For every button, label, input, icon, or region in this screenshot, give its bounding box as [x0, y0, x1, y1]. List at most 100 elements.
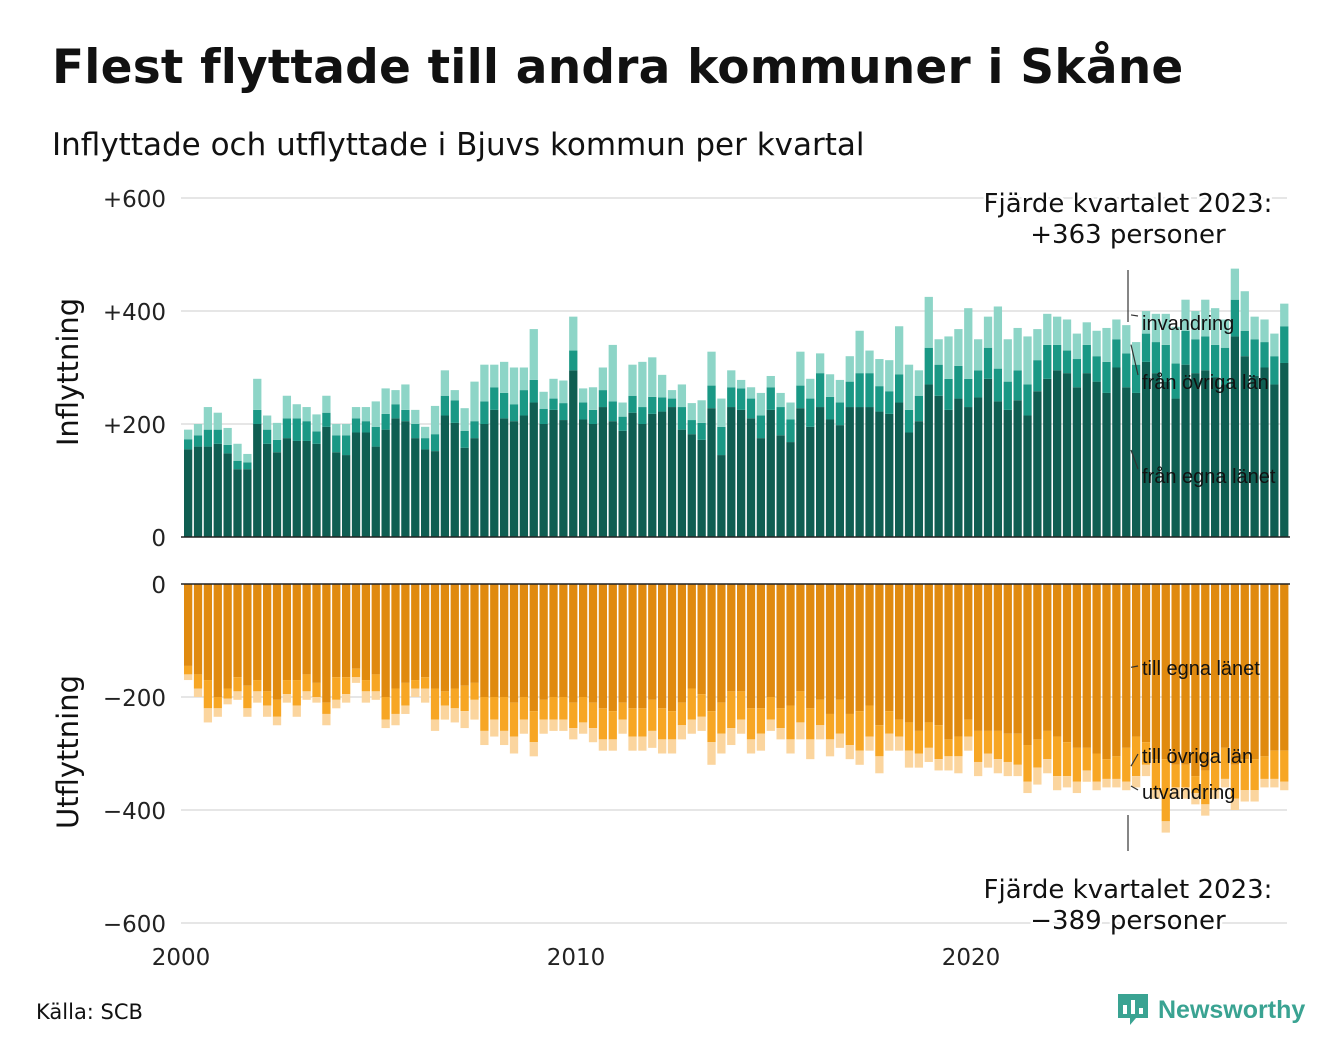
bar-in-1-56	[737, 388, 746, 410]
bar-in-1-24	[421, 438, 430, 450]
bar-in-2-77	[944, 336, 953, 379]
bar-out-2-33	[509, 736, 519, 754]
bar-in-0-79	[964, 407, 973, 537]
bar-out-0-86	[1033, 584, 1042, 740]
bar-in-1-86	[1033, 360, 1042, 392]
bar-out-0-41	[588, 584, 598, 703]
x-tick-label: 2010	[547, 945, 606, 971]
bar-out-1-29	[470, 682, 479, 700]
bar-out-0-33	[509, 584, 519, 703]
bar-in-2-34	[519, 367, 529, 391]
bar-out-1-109	[1260, 756, 1269, 779]
bar-in-0-7	[253, 424, 262, 537]
bar-in-0-24	[421, 449, 430, 537]
bar-out-2-49	[667, 739, 677, 754]
bar-out-2-48	[658, 739, 667, 754]
bar-in-1-45	[628, 395, 637, 413]
bar-in-1-54	[717, 426, 726, 456]
bar-out-1-97	[1141, 742, 1151, 765]
bar-in-2-86	[1033, 329, 1042, 361]
bar-in-0-86	[1033, 391, 1042, 537]
bar-out-1-54	[717, 702, 726, 734]
bar-out-2-12	[302, 691, 311, 700]
bar-out-1-39	[569, 702, 578, 729]
bar-out-0-30	[480, 584, 489, 697]
bar-in-0-46	[638, 424, 647, 537]
bar-in-1-20	[381, 413, 390, 430]
bar-in-2-69	[865, 350, 874, 374]
leader-in-0	[1130, 449, 1139, 470]
bar-out-2-98	[1151, 790, 1161, 799]
bar-in-0-32	[500, 418, 509, 537]
bar-out-1-62	[796, 691, 805, 723]
bar-out-1-111	[1280, 750, 1289, 782]
bar-in-1-88	[1053, 344, 1062, 371]
bar-out-2-85	[1023, 781, 1032, 794]
leader-in-2	[1130, 314, 1139, 317]
bar-in-1-26	[440, 395, 450, 416]
bar-out-0-59	[766, 584, 775, 697]
bar-in-2-58	[756, 392, 766, 416]
y-tick-label-in: +400	[103, 300, 166, 326]
leader-out-0	[1130, 665, 1139, 668]
bar-out-2-109	[1260, 778, 1269, 788]
bar-out-2-107	[1240, 790, 1249, 802]
bar-out-2-41	[588, 728, 598, 743]
bar-out-1-70	[875, 725, 884, 757]
bar-in-1-51	[687, 420, 696, 435]
bar-out-2-92	[1092, 781, 1101, 791]
bar-out-0-100	[1171, 584, 1180, 765]
bar-in-2-37	[549, 378, 558, 399]
bar-out-2-45	[628, 736, 637, 751]
bar-out-0-72	[895, 584, 904, 720]
bar-in-2-79	[964, 308, 973, 379]
bar-in-2-4	[223, 427, 232, 445]
bar-in-2-104	[1211, 308, 1220, 345]
bar-in-2-22	[401, 384, 410, 410]
bar-in-0-22	[401, 421, 410, 537]
bar-out-2-5	[233, 691, 242, 700]
bar-out-0-51	[687, 584, 696, 689]
bar-out-2-71	[885, 733, 894, 751]
bar-out-2-104	[1211, 790, 1220, 799]
bar-in-2-33	[509, 367, 519, 405]
bar-in-2-63	[806, 378, 815, 399]
bar-in-1-31	[490, 387, 499, 410]
bar-out-0-69	[865, 584, 874, 706]
annotation-text-in: Fjärde kvartalet 2023:	[984, 189, 1273, 219]
bar-out-2-79	[964, 736, 973, 751]
bar-in-2-81	[983, 316, 993, 348]
bar-out-1-11	[292, 680, 301, 706]
bar-out-1-91	[1082, 747, 1091, 771]
bar-out-0-29	[470, 584, 479, 683]
bar-out-2-40	[579, 722, 588, 734]
bar-in-0-21	[391, 418, 400, 537]
bar-out-0-106	[1230, 584, 1240, 765]
bar-in-1-110	[1270, 356, 1279, 385]
bar-out-1-47	[648, 699, 657, 731]
bar-out-2-59	[766, 719, 775, 731]
annotation-text-out: Fjärde kvartalet 2023:	[984, 875, 1273, 905]
bar-out-0-35	[529, 584, 538, 712]
bar-in-0-47	[648, 413, 657, 537]
bar-out-0-45	[628, 584, 637, 709]
bar-in-0-44	[618, 430, 627, 537]
bar-out-0-28	[460, 584, 469, 686]
bar-out-1-12	[302, 674, 311, 692]
bar-out-1-0	[184, 665, 193, 675]
bar-out-1-36	[539, 699, 548, 720]
bar-out-1-21	[391, 688, 400, 714]
bar-out-0-56	[737, 584, 746, 692]
bar-out-1-3	[213, 697, 222, 709]
bar-out-1-102	[1191, 776, 1200, 794]
series-label-out: utvandring	[1142, 782, 1235, 804]
bar-out-0-24	[421, 584, 430, 678]
bar-out-1-5	[233, 677, 242, 692]
bar-in-2-94	[1112, 319, 1121, 340]
bar-out-0-5	[233, 584, 242, 678]
bar-out-0-91	[1082, 584, 1091, 748]
bar-out-1-23	[411, 680, 420, 689]
bar-out-1-61	[786, 705, 795, 740]
bar-in-1-33	[509, 404, 519, 422]
newsworthy-logo[interactable]: Newsworthy	[1116, 992, 1305, 1028]
